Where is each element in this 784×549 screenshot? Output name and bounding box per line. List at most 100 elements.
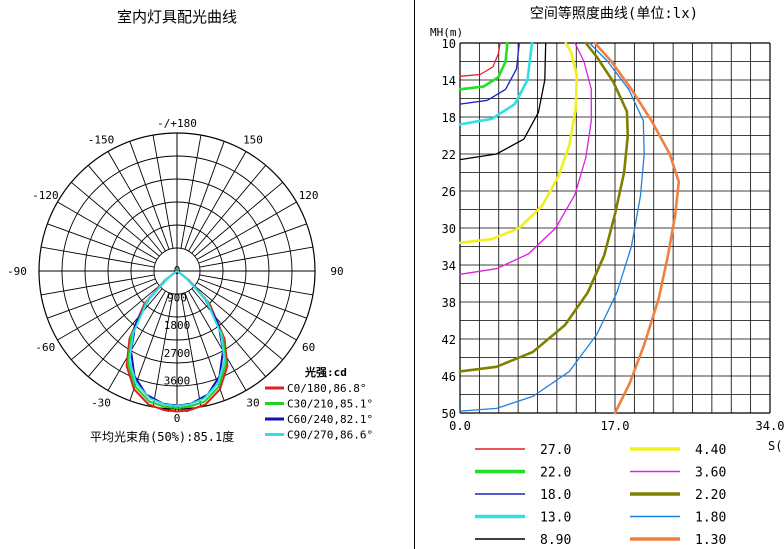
polar-series-line [125,270,229,413]
polar-spoke [57,201,158,260]
polar-angle-label: -150 [88,133,115,146]
isolux-ticks: 10 14 18 22 26 30 34 38 42 46 500.0 17.0 34.0 [442,37,784,433]
isolux-legend-label: 22.0 [540,466,571,481]
polar-angle-label: 90 [330,265,343,278]
beam-angle-annotation: 平均光束角(50%):85.1度 [90,429,234,444]
polar-spoke [152,135,174,249]
isolux-legend-label: 8.90 [540,533,571,548]
polar-title: 室内灯具配光曲线 [117,8,237,26]
isolux-legend: 27.0 22.0 18.0 13.0 8.90 4.40 3.60 2.20 1.80 1.30 [475,443,726,548]
polar-spoke [194,181,284,257]
polar-legend: C0/180,86.8° C30/210,85.1° C60/240,82.1° C9… [265,382,373,442]
isolux-ytick: 10 [442,37,456,51]
polar-spoke [129,141,170,250]
isolux-legend-label: 18.0 [540,488,571,503]
polar-grid [38,132,316,410]
isolux-ytick: 42 [442,333,456,347]
polar-spoke [188,151,247,252]
polar-spoke [107,151,166,252]
isolux-ylabel: MH(m) [430,26,463,39]
polar-spoke [107,290,166,391]
isolux-contour-line [459,42,520,105]
polar-spoke [196,201,297,260]
isolux-contour-line [458,41,630,373]
isolux-ytick: 14 [442,74,456,88]
isolux-chart: 空间等照度曲线(单位:lx) MH(m) 10 14 18 22 26 30 34 38 42 4… [430,5,784,548]
polar-spoke [87,288,163,378]
polar-radial-label: 3600 [164,374,191,387]
isolux-legend-label: 27.0 [540,443,571,458]
polar-spoke [196,282,297,341]
polar-spoke [70,285,160,361]
polar-legend-label: C30/210,85.1° [287,398,373,411]
polar-legend-label: C0/180,86.8° [287,382,366,395]
isolux-xtick: 17.0 [601,419,630,433]
polar-angle-label: 0 [174,412,181,425]
isolux-ytick: 30 [442,222,456,236]
isolux-ytick: 50 [442,407,456,421]
polar-angle-label: -90 [7,265,27,278]
isolux-xtick: 0.0 [449,419,471,433]
polar-spoke [198,223,307,264]
polar-spoke [184,141,225,250]
polar-angle-label: -30 [91,397,111,410]
polar-spoke [180,135,202,249]
isolux-contour-line [459,42,645,412]
isolux-legend-label: 2.20 [695,488,726,503]
polar-spoke [188,290,247,391]
polar-angle-label: -/+180 [157,117,197,130]
isolux-ytick: 22 [442,148,456,162]
polar-spoke [191,164,267,254]
isolux-legend-label: 3.60 [695,466,726,481]
polar-spoke [191,288,267,378]
polar-spoke [199,246,313,268]
polar-legend-title: 光强:cd [304,365,347,379]
polar-spoke [87,164,163,254]
isolux-contour-line [459,42,592,275]
polar-angle-labels: 0 30 60 90 120 150 -/+180 -150 -120 -90 -60 -30 [7,117,344,425]
polar-spoke [198,278,307,319]
isolux-title: 空间等照度曲线(单位:lx) [530,5,698,22]
polar-spoke [47,278,156,319]
polar-spoke [194,285,284,361]
isolux-ytick: 46 [442,370,456,384]
polar-spoke [47,223,156,264]
polar-angle-label: -60 [35,341,55,354]
polar-spoke [152,293,174,407]
polar-spoke [41,274,155,296]
isolux-contour-line [593,41,681,415]
isolux-contour-line [459,42,547,161]
polar-radial-label: 1800 [164,319,191,332]
polar-legend-label: C60/240,82.1° [287,413,373,426]
polar-spoke [41,246,155,268]
polar-spoke [57,282,158,341]
polar-spoke [70,181,160,257]
polar-chart: 室内灯具配光曲线 0 30 60 90 120 150 -/+180 -150 -120 -90 -… [7,8,373,444]
polar-spoke [180,293,202,407]
polar-angle-label: 150 [243,133,263,146]
isolux-xtick: 34.0 [756,419,784,433]
polar-angle-label: 60 [302,341,315,354]
polar-radial-label: 2700 [164,347,191,360]
isolux-xlabel: S( [768,439,782,453]
isolux-series [458,41,681,415]
polar-spoke [199,274,313,296]
isolux-legend-label: 1.30 [695,533,726,548]
isolux-contour-line [459,42,501,77]
polar-radial-label: 0 [174,264,181,277]
isolux-ytick: 18 [442,111,456,125]
polar-series-line [128,270,226,407]
polar-angle-label: 120 [299,189,319,202]
polar-legend-label: C90/270,86.6° [287,429,373,442]
isolux-contour-line [458,41,509,91]
isolux-ytick: 34 [442,259,456,273]
isolux-ytick: 26 [442,185,456,199]
polar-angle-label: -120 [32,189,59,202]
isolux-legend-label: 13.0 [540,511,571,526]
isolux-contour-line [458,41,534,126]
isolux-grid [459,42,771,414]
polar-radial-label: 900 [167,292,187,305]
isolux-ytick: 38 [442,296,456,310]
polar-angle-label: 30 [246,397,259,410]
